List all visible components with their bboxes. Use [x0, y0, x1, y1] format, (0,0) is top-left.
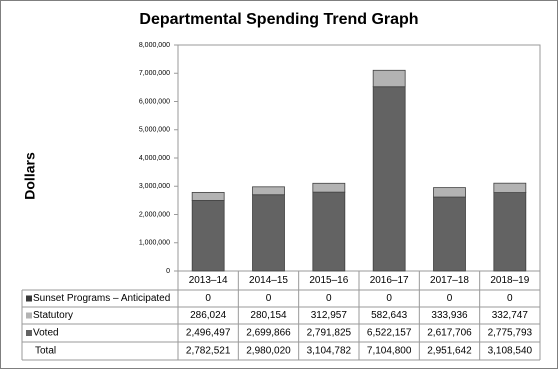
x-tick-label: 2018–19 — [490, 275, 529, 286]
legend-swatch — [26, 330, 32, 336]
table-value: 312,957 — [311, 310, 348, 321]
total-value: 3,104,782 — [307, 346, 352, 357]
bar-segment — [433, 196, 466, 272]
plot-area — [177, 44, 541, 272]
y-tick-label: 3,000,000 — [139, 183, 170, 190]
table-value: 286,024 — [190, 310, 227, 321]
table-value: 332,747 — [492, 310, 529, 321]
table-value: 333,936 — [431, 310, 468, 321]
table-value: 0 — [326, 293, 332, 304]
table-value: 582,643 — [371, 310, 408, 321]
table-value: 2,775,793 — [488, 328, 533, 339]
bar-segment — [312, 191, 346, 272]
bar-segment — [252, 194, 285, 272]
y-tick-label: 4,000,000 — [139, 155, 170, 162]
y-tick-label: 2,000,000 — [139, 211, 170, 218]
bar-segment — [493, 182, 527, 193]
table-value: 2,791,825 — [307, 328, 352, 339]
legend-label: Voted — [33, 328, 59, 339]
total-value: 2,782,521 — [186, 346, 231, 357]
bar-segment — [372, 86, 406, 272]
total-value: 2,951,642 — [427, 346, 472, 357]
x-tick-label: 2015–16 — [309, 275, 348, 286]
legend-swatch — [26, 312, 32, 319]
bar-segment — [372, 69, 406, 88]
bar-segment — [433, 187, 466, 198]
x-tick-label: 2013–14 — [189, 275, 228, 286]
bar-segment — [191, 200, 225, 272]
table-value: 2,617,706 — [427, 328, 472, 339]
bar-segment — [312, 182, 346, 193]
y-tick-label: 5,000,000 — [139, 127, 170, 134]
table-value: 0 — [266, 293, 272, 304]
table-value: 0 — [386, 293, 392, 304]
bar-segment — [252, 186, 285, 196]
table-value: 2,699,866 — [246, 328, 291, 339]
table-value: 0 — [205, 293, 211, 304]
y-tick-label: 7,000,000 — [139, 70, 170, 77]
table-value: 6,522,157 — [367, 328, 412, 339]
y-tick-label: 6,000,000 — [139, 98, 170, 105]
table-value: 0 — [447, 293, 453, 304]
total-value: 7,104,800 — [367, 346, 412, 357]
legend-label: Statutory — [33, 310, 73, 321]
chart-title: Departmental Spending Trend Graph — [139, 11, 418, 28]
table-value: 280,154 — [250, 310, 287, 321]
table-value: 0 — [507, 293, 513, 304]
y-tick-label: 0 — [166, 268, 170, 275]
total-label: Total — [35, 346, 56, 357]
y-tick-label: 8,000,000 — [139, 42, 170, 49]
legend-swatch — [26, 295, 32, 302]
total-value: 3,108,540 — [488, 346, 533, 357]
y-tick-label: 1,000,000 — [139, 240, 170, 247]
table-value: 2,496,497 — [186, 328, 231, 339]
total-value: 2,980,020 — [246, 346, 291, 357]
bar-segment — [191, 191, 225, 201]
x-tick-label: 2014–15 — [249, 275, 288, 286]
y-axis-label: Dollars — [22, 152, 38, 200]
legend-label: Sunset Programs – Anticipated — [33, 293, 170, 304]
x-tick-label: 2017–18 — [430, 275, 469, 286]
x-tick-label: 2016–17 — [370, 275, 409, 286]
bar-segment — [493, 192, 527, 272]
